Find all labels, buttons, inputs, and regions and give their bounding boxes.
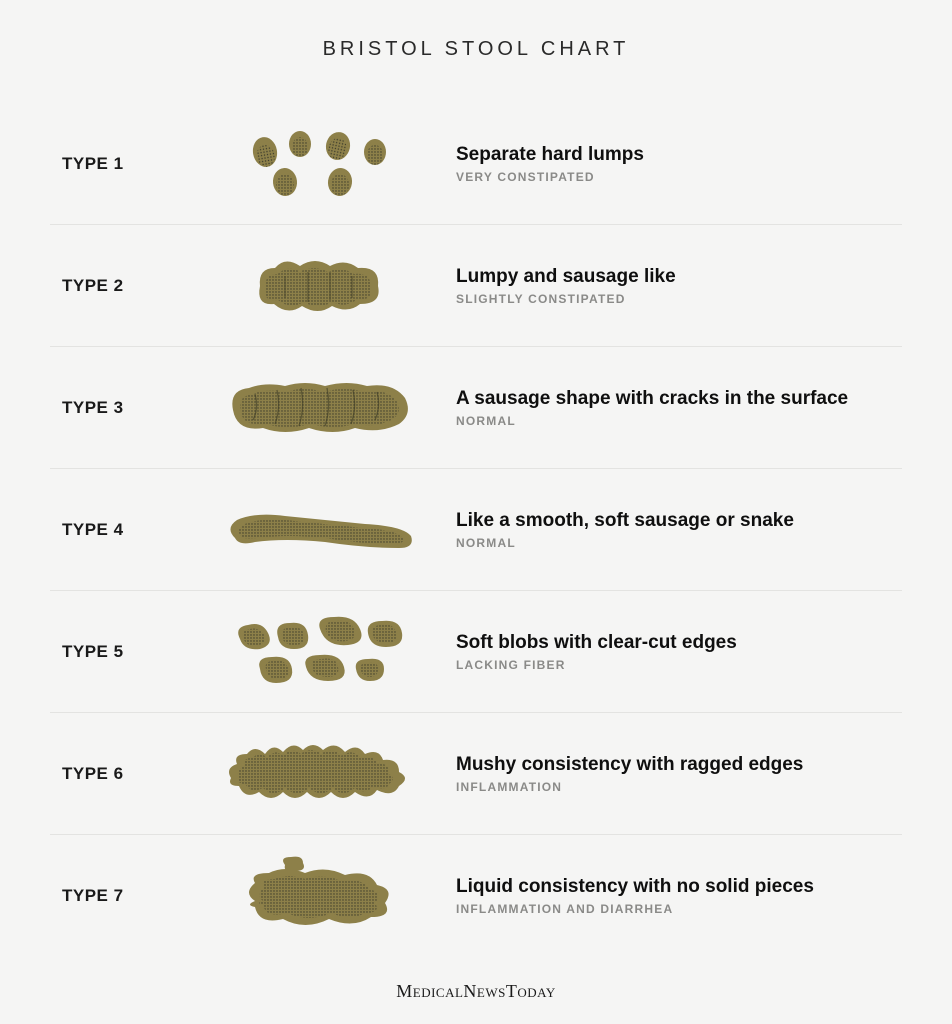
- type-6-label: TYPE 6: [50, 764, 200, 784]
- type-5-description: Soft blobs with clear-cut edges LACKING …: [440, 632, 902, 672]
- type-2-label: TYPE 2: [50, 276, 200, 296]
- type-1-description: Separate hard lumps VERY CONSTIPATED: [440, 144, 902, 184]
- type-5-illustration: [200, 602, 440, 702]
- type-6-illustration: [200, 724, 440, 824]
- type-7-description: Liquid consistency with no solid pieces …: [440, 876, 902, 916]
- row-type-2: TYPE 2 Lumpy and sausage like SLIGHTLY C…: [50, 225, 902, 347]
- type-3-label: TYPE 3: [50, 398, 200, 418]
- type-7-desc-main: Liquid consistency with no solid pieces: [456, 876, 902, 898]
- row-type-7: TYPE 7 Liquid consistency with no solid …: [50, 835, 902, 957]
- type-5-desc-sub: LACKING FIBER: [456, 658, 902, 672]
- type-2-illustration: [200, 236, 440, 336]
- footer-brand-2: News: [463, 981, 505, 1001]
- row-type-1: TYPE 1: [50, 103, 902, 225]
- type-4-desc-main: Like a smooth, soft sausage or snake: [456, 510, 902, 532]
- type-3-desc-sub: NORMAL: [456, 414, 902, 428]
- type-1-desc-sub: VERY CONSTIPATED: [456, 170, 902, 184]
- type-5-label: TYPE 5: [50, 642, 200, 662]
- type-3-desc-main: A sausage shape with cracks in the surfa…: [456, 388, 902, 410]
- type-4-label: TYPE 4: [50, 520, 200, 540]
- type-2-description: Lumpy and sausage like SLIGHTLY CONSTIPA…: [440, 266, 902, 306]
- footer-brand: MedicalNewsToday: [396, 981, 555, 1002]
- type-7-label: TYPE 7: [50, 886, 200, 906]
- type-6-description: Mushy consistency with ragged edges INFL…: [440, 754, 902, 794]
- type-4-illustration: [200, 480, 440, 580]
- chart-rows: TYPE 1: [50, 103, 902, 957]
- row-type-5: TYPE 5: [50, 591, 902, 713]
- type-4-description: Like a smooth, soft sausage or snake NOR…: [440, 510, 902, 550]
- type-2-desc-main: Lumpy and sausage like: [456, 266, 902, 288]
- type-3-description: A sausage shape with cracks in the surfa…: [440, 388, 902, 428]
- type-1-label: TYPE 1: [50, 154, 200, 174]
- footer-brand-1: Medical: [396, 981, 463, 1001]
- type-6-desc-main: Mushy consistency with ragged edges: [456, 754, 902, 776]
- row-type-4: TYPE 4 Like a smooth, soft sausage or sn…: [50, 469, 902, 591]
- type-4-desc-sub: NORMAL: [456, 536, 902, 550]
- type-3-illustration: [200, 358, 440, 458]
- type-2-desc-sub: SLIGHTLY CONSTIPATED: [456, 292, 902, 306]
- type-5-desc-main: Soft blobs with clear-cut edges: [456, 632, 902, 654]
- footer-brand-3: Today: [506, 981, 556, 1001]
- type-1-desc-main: Separate hard lumps: [456, 144, 902, 166]
- type-6-desc-sub: INFLAMMATION: [456, 780, 902, 794]
- chart-title: BRISTOL STOOL CHART: [323, 38, 630, 61]
- row-type-3: TYPE 3 A sausage shape with cracks in th…: [50, 347, 902, 469]
- type-7-desc-sub: INFLAMMATION AND DIARRHEA: [456, 902, 902, 916]
- type-7-illustration: [200, 846, 440, 946]
- type-1-illustration: [200, 114, 440, 214]
- row-type-6: TYPE 6 Mushy consistency with ragged edg…: [50, 713, 902, 835]
